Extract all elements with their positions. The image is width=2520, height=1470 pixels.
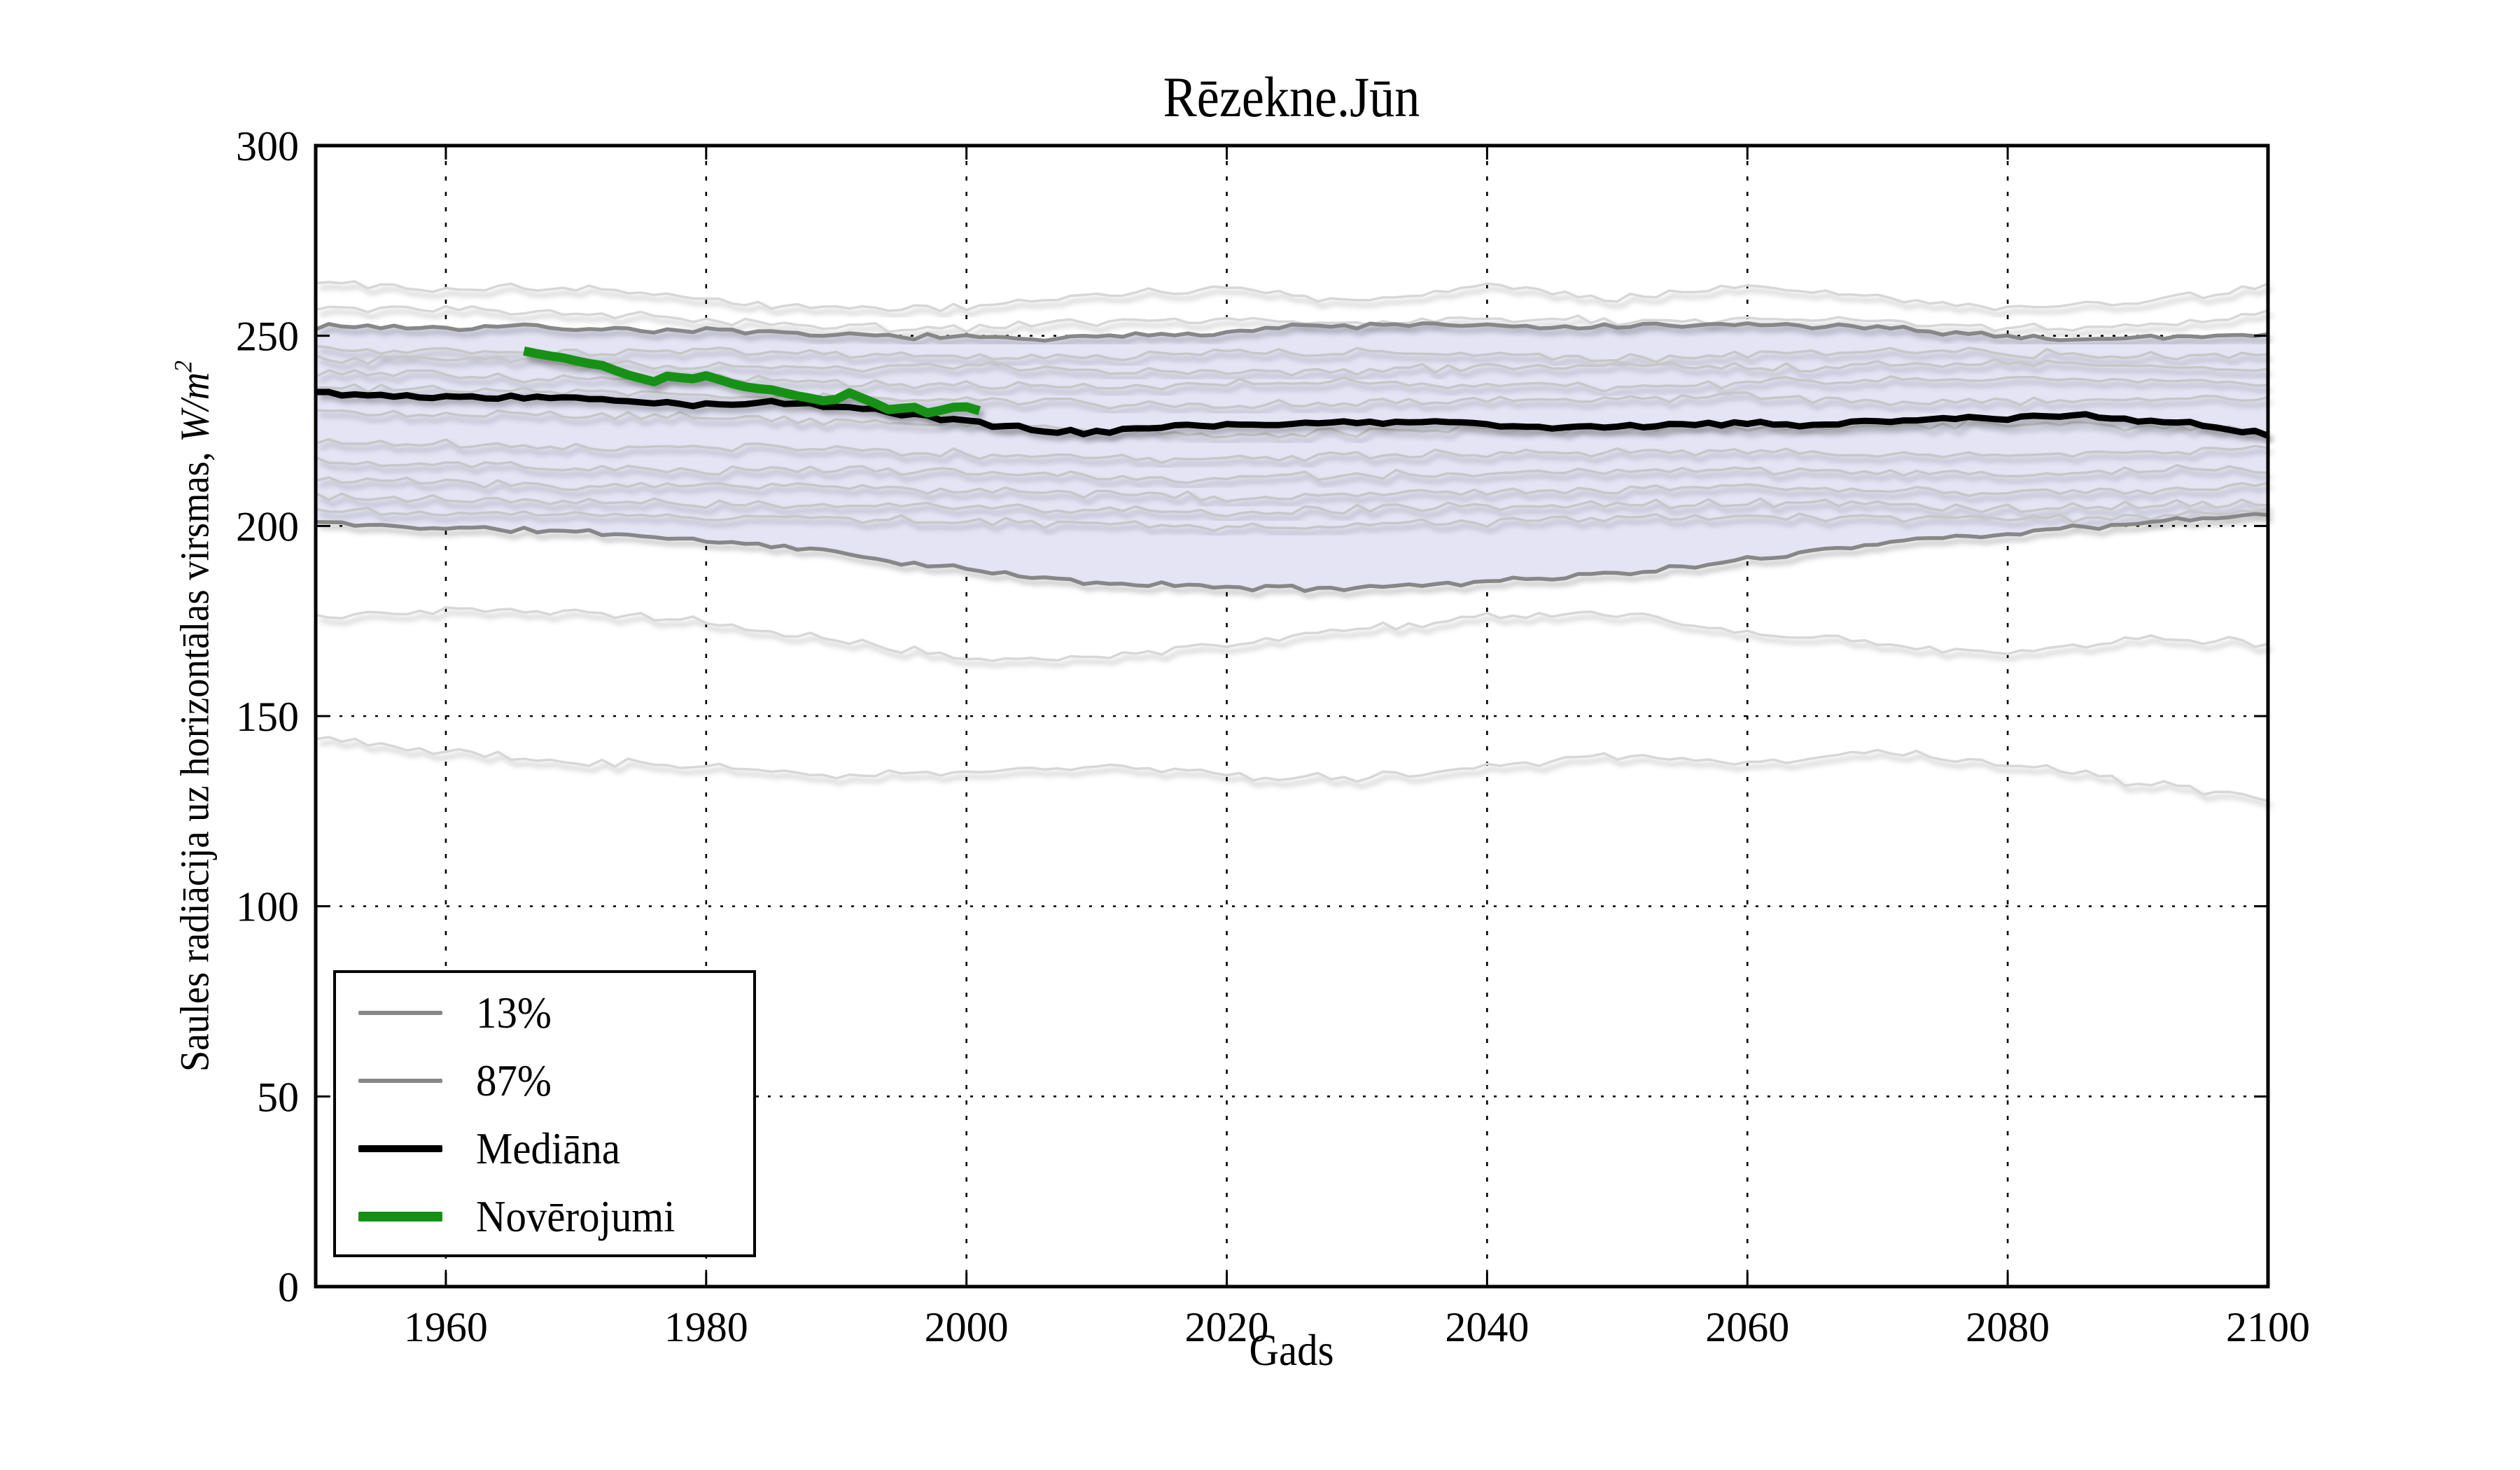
y-tick-label-100: 100 — [236, 884, 299, 930]
y-tick-label-250: 250 — [236, 314, 299, 360]
y-tick-label-50: 50 — [257, 1074, 299, 1120]
ensemble-member-4-line — [315, 354, 2269, 377]
legend-line-icon — [358, 1211, 442, 1222]
x-tick-label-2020: 2020 — [1185, 1304, 1269, 1350]
legend-item-4: Novērojumi — [358, 1182, 753, 1250]
percentile-87-line — [314, 321, 2269, 343]
x-tick-label-2080: 2080 — [1966, 1304, 2050, 1350]
ensemble-member-14-line — [315, 736, 2269, 802]
legend: 13% 87% Mediāna Novērojumi — [333, 970, 756, 1257]
ensemble-member-2-line — [315, 304, 2269, 334]
ensemble-member-12-line — [315, 507, 2269, 532]
series-observations-line — [523, 346, 981, 418]
legend-label: 87% — [476, 1055, 552, 1105]
ensemble-member-1-line — [315, 280, 2269, 313]
legend-swatch-4 — [358, 1211, 444, 1222]
y-tick-label-300: 300 — [236, 123, 299, 169]
axis-ticks — [316, 144, 2269, 1288]
x-tick-label-2100: 2100 — [2226, 1304, 2310, 1350]
ensemble-lines — [315, 280, 2269, 802]
x-tick-label-2000: 2000 — [925, 1304, 1009, 1350]
y-tick-label-200: 200 — [236, 503, 299, 550]
series-median-line — [316, 388, 2269, 439]
x-tick-label-2060: 2060 — [1705, 1304, 1789, 1350]
ensemble-member-13-line — [315, 606, 2269, 662]
legend-item-1: 13% — [358, 979, 753, 1046]
ensemble-member-6-line — [315, 383, 2269, 410]
legend-line-icon — [358, 1078, 442, 1083]
legend-item-3: Mediāna — [358, 1114, 753, 1182]
legend-item-2: 87% — [358, 1046, 753, 1114]
legend-swatch-1 — [358, 1010, 444, 1015]
ensemble-member-8-line — [315, 438, 2269, 464]
legend-label: Mediāna — [476, 1123, 620, 1173]
legend-swatch-3 — [358, 1144, 444, 1152]
x-tick-label-1960: 1960 — [404, 1304, 488, 1350]
x-axis-label: Gads — [1249, 1325, 1334, 1375]
ensemble-member-11-line — [315, 491, 2269, 518]
legend-label: Novērojumi — [476, 1191, 676, 1241]
y-axis-label-text: Saules radiācija uz horizontālas virsmas… — [172, 442, 218, 1072]
y-axis-label-units: W/m — [172, 372, 218, 442]
y-tick-label-0: 0 — [278, 1264, 299, 1310]
legend-line-icon — [358, 1010, 442, 1015]
ensemble-member-3-line — [315, 344, 2269, 364]
legend-swatch-2 — [358, 1078, 444, 1083]
ensemble-member-7-line — [315, 409, 2269, 439]
percentile-13-line — [315, 512, 2269, 594]
x-tick-label-2040: 2040 — [1445, 1304, 1529, 1350]
chart-title: Rēzekne.Jūn — [1163, 65, 1420, 129]
legend-label: 13% — [476, 987, 552, 1037]
y-axis-label: Saules radiācija uz horizontālas virsmas… — [169, 360, 218, 1072]
ensemble-member-10-line — [315, 476, 2269, 503]
y-axis-label-exponent: 2 — [169, 360, 197, 372]
x-tick-label-1980: 1980 — [664, 1304, 748, 1350]
y-tick-label-150: 150 — [236, 694, 299, 740]
legend-line-icon — [358, 1144, 442, 1152]
ensemble-member-9-line — [315, 456, 2269, 484]
